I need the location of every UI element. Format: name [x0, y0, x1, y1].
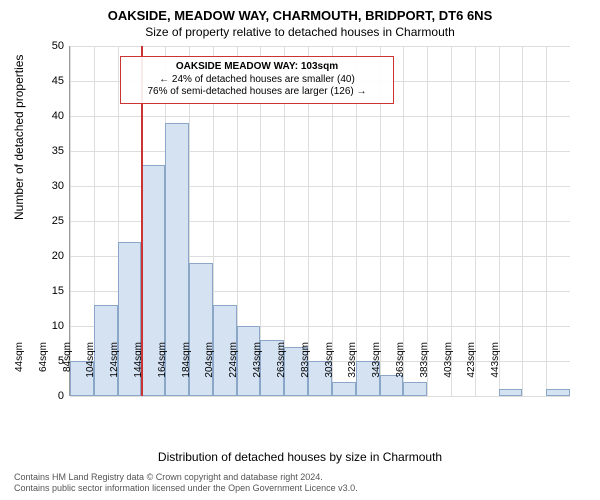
x-tick-label: 443sqm [490, 342, 501, 402]
y-tick-label: 45 [24, 75, 64, 87]
x-tick-label: 124sqm [109, 342, 120, 402]
footer-line-2: Contains public sector information licen… [14, 483, 358, 494]
gridline-h [70, 151, 570, 152]
y-tick-label: 35 [24, 145, 64, 157]
chart-area: 0510152025303540455044sqm64sqm84sqm104sq… [70, 46, 570, 396]
x-tick-label: 383sqm [419, 342, 430, 402]
info-box-line2: ← 24% of detached houses are smaller (40… [127, 74, 387, 87]
x-tick-label: 84sqm [62, 342, 73, 402]
x-tick-label: 243sqm [252, 342, 263, 402]
x-tick-label: 423sqm [466, 342, 477, 402]
x-tick-label: 283sqm [300, 342, 311, 402]
info-box-line3: 76% of semi-detached houses are larger (… [127, 86, 387, 99]
y-tick-label: 50 [24, 40, 64, 52]
x-tick-label: 363sqm [395, 342, 406, 402]
histogram-bar [546, 389, 570, 396]
x-tick-label: 184sqm [181, 342, 192, 402]
x-axis-label: Distribution of detached houses by size … [0, 450, 600, 464]
gridline-v [546, 46, 547, 396]
info-box-line1: OAKSIDE MEADOW WAY: 103sqm [127, 61, 387, 74]
x-tick-label: 343sqm [371, 342, 382, 402]
x-tick-label: 303sqm [324, 342, 335, 402]
x-tick-label: 263sqm [276, 342, 287, 402]
x-tick-label: 403sqm [443, 342, 454, 402]
x-tick-label: 104sqm [85, 342, 96, 402]
x-tick-label: 44sqm [14, 342, 25, 402]
x-tick-label: 64sqm [38, 342, 49, 402]
info-box: OAKSIDE MEADOW WAY: 103sqm← 24% of detac… [120, 56, 394, 104]
gridline-h [70, 46, 570, 47]
y-tick-label: 15 [24, 285, 64, 297]
y-tick-label: 30 [24, 180, 64, 192]
footer: Contains HM Land Registry data © Crown c… [14, 472, 358, 494]
y-tick-label: 20 [24, 250, 64, 262]
y-tick-label: 40 [24, 110, 64, 122]
x-tick-label: 204sqm [204, 342, 215, 402]
gridline-h [70, 116, 570, 117]
y-tick-label: 25 [24, 215, 64, 227]
x-tick-label: 323sqm [347, 342, 358, 402]
page-title: OAKSIDE, MEADOW WAY, CHARMOUTH, BRIDPORT… [0, 0, 600, 23]
gridline-v [522, 46, 523, 396]
plot-area: 0510152025303540455044sqm64sqm84sqm104sq… [70, 46, 570, 396]
x-tick-label: 164sqm [157, 342, 168, 402]
x-tick-label: 224sqm [228, 342, 239, 402]
footer-line-1: Contains HM Land Registry data © Crown c… [14, 472, 358, 483]
page-subtitle: Size of property relative to detached ho… [0, 23, 600, 39]
y-tick-label: 10 [24, 320, 64, 332]
histogram-bar [499, 389, 523, 396]
